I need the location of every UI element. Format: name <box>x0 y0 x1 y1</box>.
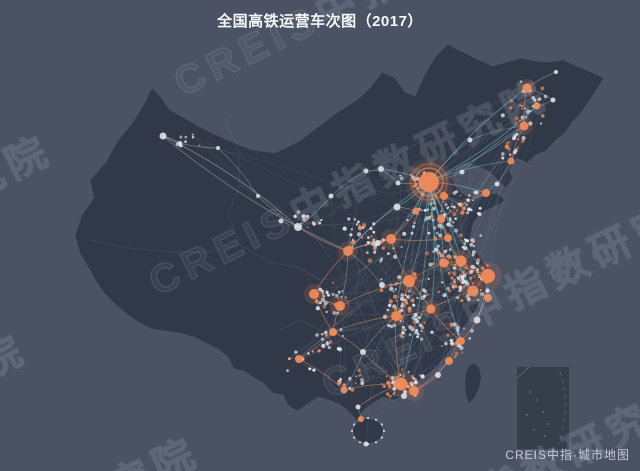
hainan-island <box>352 418 384 444</box>
page-title: 全国高铁运营车次图（2017） <box>217 13 423 30</box>
scs-inset <box>516 366 569 449</box>
station-dots <box>175 80 548 398</box>
taiwan-island <box>465 363 481 403</box>
beijing-hub <box>405 158 453 206</box>
credit-text: CREIS中指·城市地图 <box>505 448 630 462</box>
province-borders <box>89 117 453 381</box>
